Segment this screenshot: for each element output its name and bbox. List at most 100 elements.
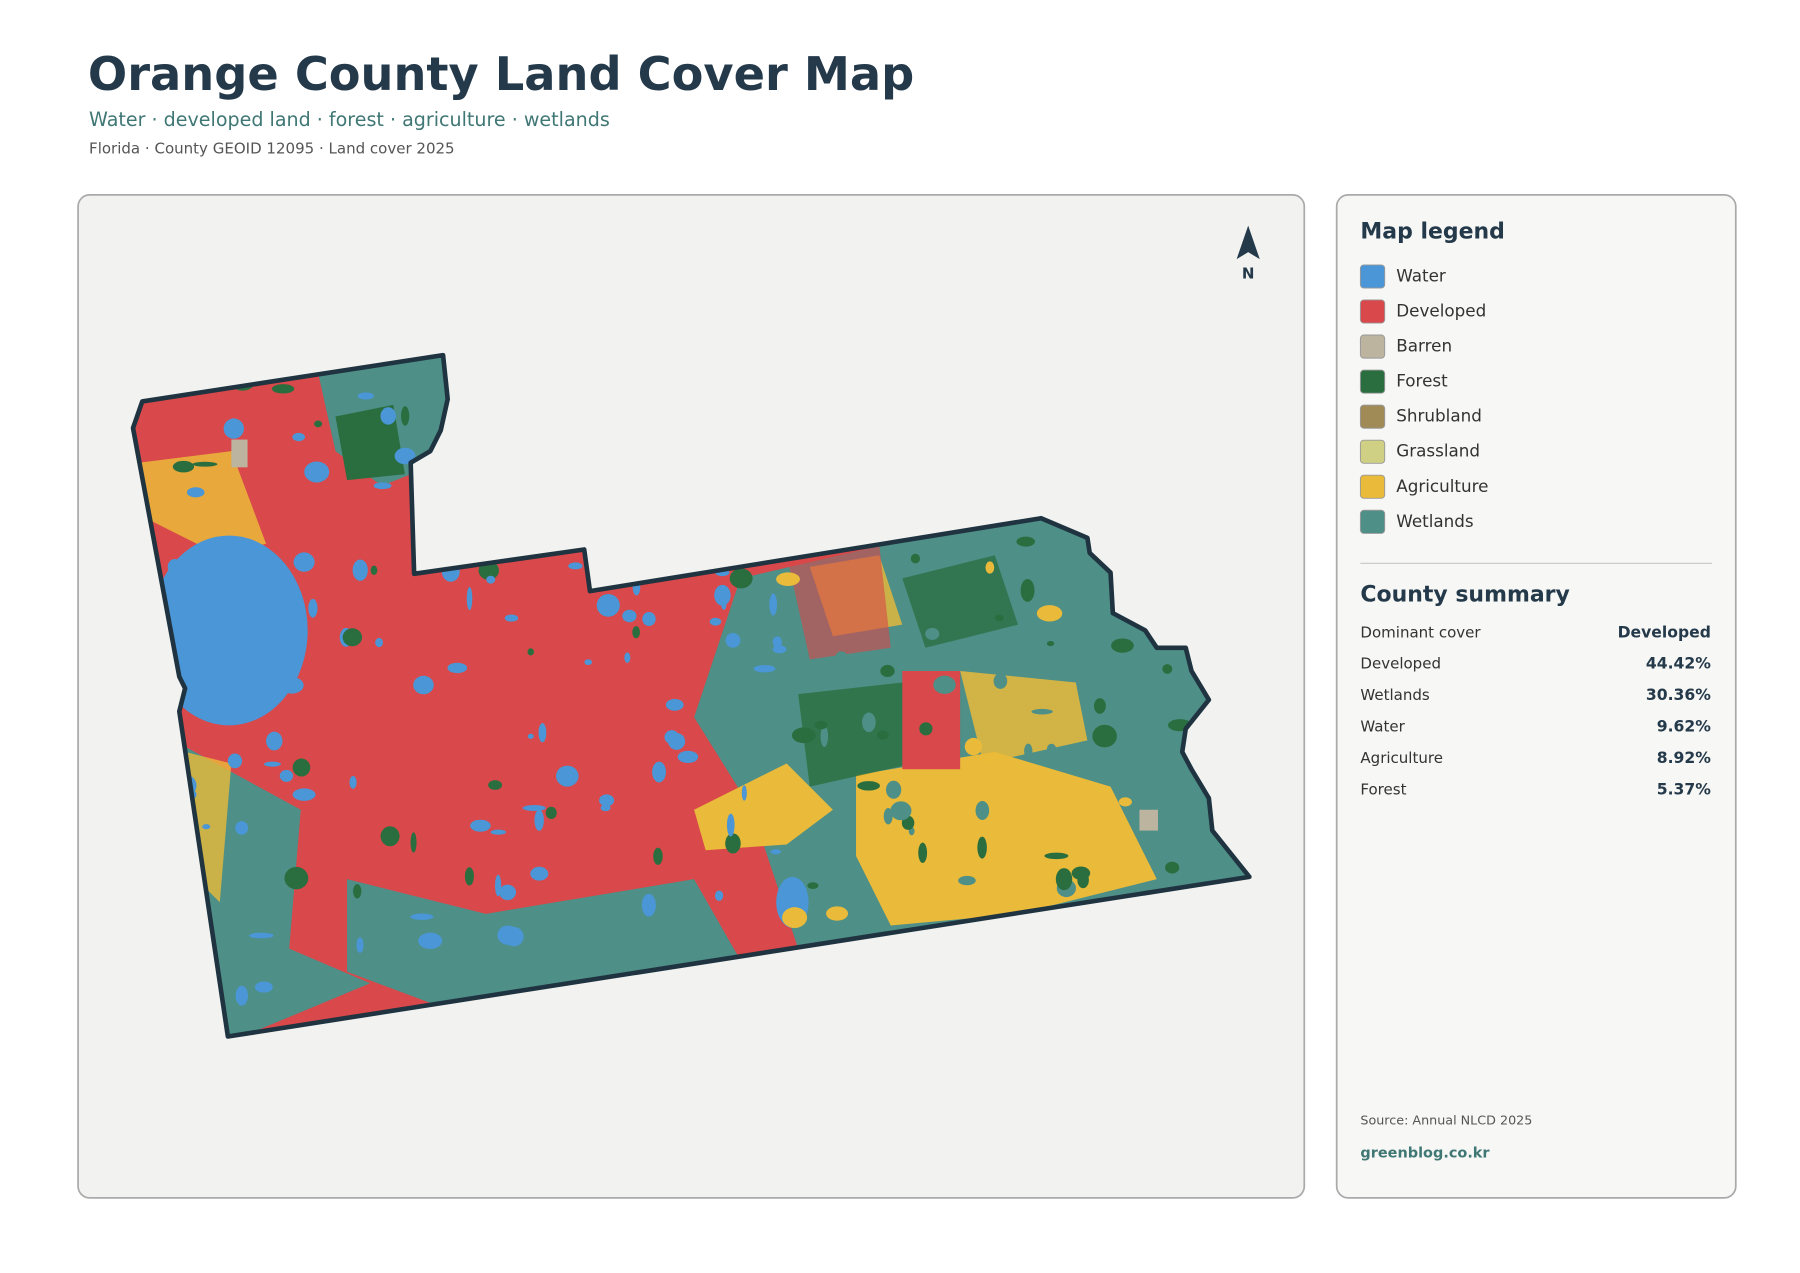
legend-swatch: [1359, 439, 1386, 464]
texture-spot: [835, 651, 847, 660]
texture-spot: [791, 727, 816, 744]
summary-label: Water: [1360, 718, 1405, 736]
texture-spot: [1130, 707, 1144, 730]
legend-swatch: [1359, 299, 1386, 324]
site: greenblog.co.kr: [1360, 1145, 1490, 1161]
texture-spot: [624, 652, 631, 663]
summary-value: 5.37%: [1657, 781, 1712, 799]
texture-spot: [466, 586, 473, 611]
texture-spot: [883, 808, 893, 825]
texture-spot: [172, 460, 195, 473]
texture-spot: [622, 609, 637, 623]
texture-spot: [994, 614, 1004, 622]
texture-spot: [292, 432, 306, 442]
texture-spot: [271, 384, 295, 394]
texture-spot: [1077, 871, 1089, 889]
texture-spot: [293, 552, 315, 572]
texture-spot: [1044, 852, 1069, 860]
texture-spot: [292, 758, 311, 777]
texture-spot: [504, 614, 519, 622]
texture-spot: [584, 659, 593, 666]
texture-spot: [186, 487, 205, 498]
forest-area: [798, 682, 914, 787]
developed-area: [902, 670, 961, 770]
texture-spot: [254, 981, 273, 993]
summary-value: 30.36%: [1646, 686, 1711, 704]
texture-spot: [782, 907, 808, 928]
summary-label: Developed: [1360, 655, 1441, 673]
texture-spot: [653, 847, 663, 865]
texture-spot: [413, 675, 434, 695]
texture-spot: [249, 932, 274, 939]
texture-spot: [772, 636, 782, 648]
texture-spot: [820, 725, 829, 747]
texture-spot: [993, 673, 1008, 689]
texture-spot: [568, 562, 583, 570]
legend-swatch: [1359, 474, 1386, 499]
texture-spot: [1118, 797, 1132, 807]
texture-spot: [410, 913, 434, 921]
texture-spot: [490, 829, 507, 835]
texture-spot: [1016, 536, 1035, 547]
texture-spot: [714, 584, 731, 606]
texture-spot: [534, 809, 544, 831]
side-panel: [1335, 194, 1737, 1199]
legend-label: Water: [1396, 265, 1446, 285]
legend: Water Developed Barren Forest Shrubland Grass…: [1359, 264, 1488, 534]
texture-spot: [1046, 743, 1057, 755]
texture-spot: [447, 662, 468, 674]
texture-spot: [753, 665, 776, 673]
texture-spot: [1046, 640, 1055, 647]
texture-spot: [349, 775, 357, 789]
texture-spot: [464, 867, 474, 886]
texture-spot: [488, 780, 503, 790]
texture-spot: [545, 806, 557, 820]
texture-spot: [527, 733, 534, 739]
texture-spot: [192, 461, 218, 467]
texture-spot: [769, 593, 778, 616]
texture-spot: [486, 575, 496, 584]
legend-swatch: [1359, 509, 1386, 534]
summary-value: 8.92%: [1657, 749, 1712, 767]
developed-area: [786, 543, 891, 660]
texture-spot: [499, 884, 517, 901]
texture-spot: [599, 794, 615, 807]
legend-label: Wetlands: [1396, 511, 1473, 531]
texture-spot: [890, 825, 897, 848]
texture-spot: [314, 420, 323, 428]
texture-spot: [400, 406, 410, 426]
texture-spot: [266, 731, 283, 751]
legend-swatch: [1359, 404, 1386, 429]
texture-spot: [918, 842, 928, 863]
texture-spot: [223, 418, 244, 439]
texture-spot: [963, 787, 973, 801]
barren-area: [1139, 809, 1158, 831]
texture-spot: [410, 832, 417, 853]
texture-spot: [903, 630, 922, 640]
title: Orange County Land Cover Map: [88, 47, 914, 101]
summary-label: Agriculture: [1360, 749, 1443, 767]
texture-spot: [862, 712, 876, 733]
texture-spot: [925, 627, 940, 640]
texture-spot: [885, 780, 902, 799]
texture-spot: [725, 633, 741, 648]
texture-spot: [975, 528, 986, 538]
legend-title: Map legend: [1360, 220, 1504, 245]
texture-spot: [880, 664, 895, 677]
texture-spot: [931, 655, 950, 668]
legend-swatch: [1359, 264, 1386, 289]
texture-spot: [284, 866, 309, 890]
texture-spot: [1093, 698, 1106, 714]
texture-spot: [538, 723, 547, 743]
texture-spot: [632, 626, 640, 639]
texture-spot: [357, 392, 374, 400]
texture-spot: [353, 884, 362, 899]
source: Source: Annual NLCD 2025: [1360, 1112, 1532, 1127]
texture-spot: [380, 826, 400, 847]
texture-spot: [279, 676, 304, 694]
texture-spot: [958, 875, 976, 886]
texture-spot: [641, 893, 656, 917]
texture-spot: [1020, 578, 1035, 602]
texture-spot: [709, 617, 722, 626]
